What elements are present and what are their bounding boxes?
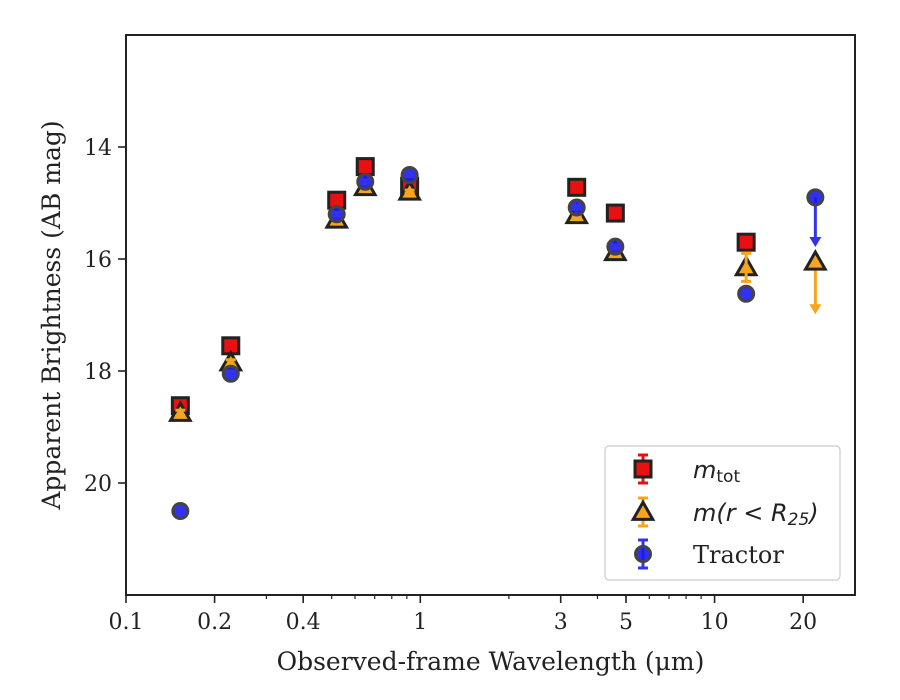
legend-label-main: Tractor — [693, 541, 784, 569]
error-bar — [360, 163, 371, 170]
legend-label-tail: ) — [807, 499, 818, 527]
error-bar — [741, 251, 752, 283]
legend-label-subscript: tot — [716, 467, 740, 487]
error-bar — [741, 238, 752, 246]
legend-entry: mtot — [633, 453, 740, 487]
x-tick-label: 20 — [789, 610, 817, 635]
y-tick-label: 18 — [84, 360, 112, 385]
legend-entry: m(r < R25) — [630, 496, 819, 530]
legend-box — [604, 445, 841, 581]
x-tick-label: 5 — [619, 610, 633, 635]
plot-frame — [125, 34, 856, 596]
y-tick-label: 14 — [84, 136, 112, 161]
error-bar — [571, 184, 582, 191]
error-bar — [404, 188, 415, 195]
error-bar — [225, 369, 236, 379]
legend-label: m(r < R25) — [693, 499, 819, 530]
legend-label: Tractor — [693, 541, 784, 569]
error-bar — [331, 197, 342, 204]
legend-label-main: m(r < R — [693, 499, 788, 527]
x-tick-label: 0.2 — [197, 610, 232, 635]
legend-label: mtot — [693, 456, 740, 487]
legend-marker-triangle — [630, 499, 656, 521]
error-bar — [331, 211, 342, 218]
series-square — [170, 157, 756, 416]
legend-label-subscript: 25 — [788, 510, 810, 530]
legend-entry: Tractor — [634, 538, 784, 570]
error-bar — [571, 204, 582, 211]
x-axis-label: Observed-frame Wavelength (μm) — [277, 647, 705, 676]
data-point-circle — [806, 188, 825, 207]
error-bar — [360, 178, 371, 185]
error-bar — [404, 171, 415, 179]
error-bar — [610, 209, 621, 217]
error-bar — [175, 506, 186, 516]
data-marks — [167, 157, 828, 520]
y-tick-label: 16 — [84, 248, 112, 273]
y-tick-label: 20 — [84, 472, 112, 497]
axes: 0.1 0.2 0.4 1 3 5 10 20 14 16 18 20 — [84, 34, 856, 635]
legend-marker-circle — [634, 545, 652, 563]
legend-label-main: m — [693, 456, 716, 484]
data-point-triangle — [802, 249, 828, 271]
error-bar — [610, 243, 621, 250]
series-circle — [171, 166, 825, 520]
x-tick-label: 10 — [701, 610, 729, 635]
upper-limit-arrowhead — [809, 237, 822, 247]
legend-marker-square — [633, 459, 653, 479]
legend: mtot m(r < R25) Tractor — [604, 445, 841, 581]
x-tick-label: 1 — [413, 610, 427, 635]
x-tick-label: 0.4 — [286, 610, 321, 635]
error-bar — [741, 289, 752, 298]
error-bar — [175, 408, 186, 418]
error-bar — [225, 341, 236, 351]
upper-limit-arrowhead — [809, 304, 822, 315]
x-tick-label: 0.1 — [109, 610, 144, 635]
y-axis-label: Apparent Brightness (AB mag) — [37, 120, 66, 510]
x-tick-label: 3 — [554, 610, 568, 635]
